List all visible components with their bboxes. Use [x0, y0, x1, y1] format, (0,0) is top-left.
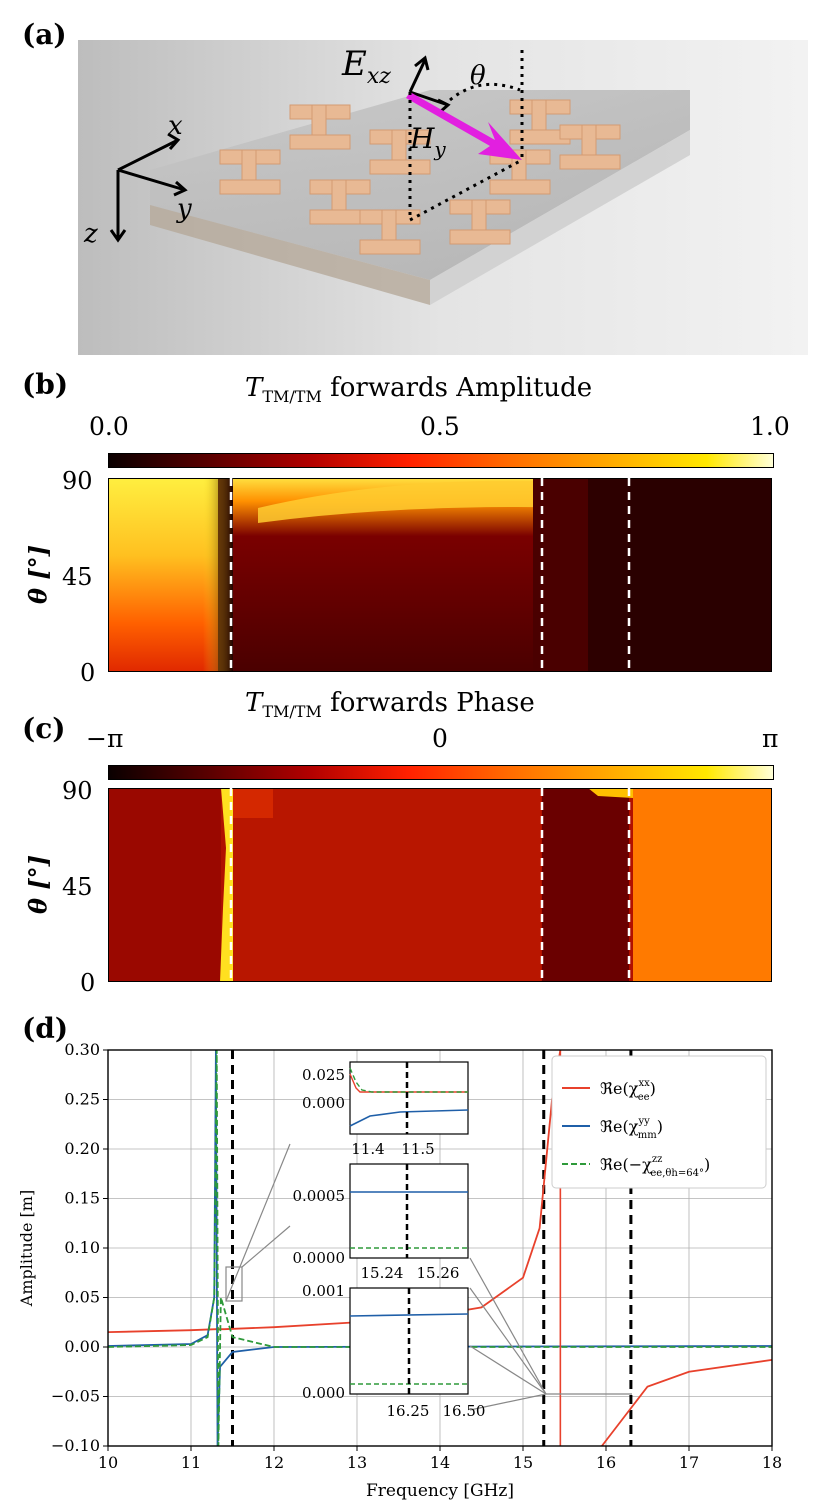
inset2-ytick-0: 0.0005 [293, 1187, 346, 1205]
copper-resonators [219, 99, 621, 255]
colorbar-b [108, 453, 774, 468]
slab-front [430, 130, 690, 305]
colorbar-c-tick-2: π [762, 724, 779, 753]
b-dashed-lines [229, 478, 631, 672]
d-ytick-label: 0.00 [64, 1337, 100, 1356]
inset-2: 0.0005 0.0000 15.24 15.26 [293, 1163, 469, 1282]
wave-vector-arrow [406, 92, 522, 160]
d-x-ticks: 10 11 12 13 14 15 16 17 18 [98, 1446, 782, 1472]
angle-theta-label: θ [470, 61, 486, 91]
inset1-xtick-1: 11.5 [401, 1140, 434, 1158]
metasurface-illustration: x y z Exz Hy θ [78, 40, 808, 355]
panel-c-heatmap [108, 788, 772, 982]
d-ytick-label: 0.10 [64, 1238, 100, 1257]
inset2-ytick-1: 0.0000 [293, 1249, 346, 1267]
d-y-label: Amplitude [m] [17, 1190, 36, 1307]
panel-b-label: (b) [22, 368, 69, 401]
inset-1: 0.025 0.000 11.4 11.5 [302, 1061, 469, 1158]
d-ytick-label: −0.10 [51, 1436, 100, 1455]
inset-connectors [225, 1143, 632, 1411]
d-series-1 [601, 1358, 773, 1447]
panel-c-y-label: θ [°] [23, 854, 53, 915]
panel-d-label: (d) [22, 1012, 69, 1045]
field-vectors [408, 55, 451, 114]
d-xtick-label: 12 [264, 1453, 284, 1472]
colorbar-c [108, 765, 774, 780]
d-ytick-label: 0.20 [64, 1139, 100, 1158]
colorbar-c-tick-0: −π [86, 724, 124, 753]
panel-b-ytick-45: 45 [62, 563, 93, 591]
panel-c-ytick-45: 45 [62, 873, 93, 901]
inset3-xtick-0: 16.25 [387, 1402, 430, 1420]
panel-c-colorbar-title: TTM/TM forwards Phase [245, 688, 535, 722]
d-x-label: Frequency [GHz] [366, 1481, 514, 1501]
inset3-ytick-0: 0.001 [302, 1282, 345, 1300]
h-field-label: Hy [409, 122, 446, 161]
colorbar-b-tick-0: 0.0 [89, 412, 129, 441]
panel-b-ytick-90: 90 [62, 467, 93, 495]
d-xtick-label: 17 [679, 1453, 699, 1472]
d-xtick-label: 13 [347, 1453, 367, 1472]
inset-3: 0.001 0.000 16.25 16.50 [302, 1282, 485, 1420]
legend-item-2: ℜe(χyy mm) [600, 1116, 663, 1141]
legend-item-1: ℜe(χxx ee) [600, 1078, 656, 1103]
panel-d-line-chart: 10 11 12 13 14 15 16 17 18 0.300.250.200.150.100… [17, 1040, 782, 1501]
panel-b-ytick-0: 0 [80, 659, 96, 687]
panel-c-ytick-0: 0 [80, 969, 96, 997]
inset1-ytick-1: 0.000 [302, 1094, 345, 1112]
inset1-ytick-0: 0.025 [302, 1066, 345, 1084]
colorbar-b-tick-2: 1.0 [750, 412, 790, 441]
legend-item-3: ℜe(−χzz ee,θh=64°) [600, 1154, 710, 1179]
d-y-ticks: 0.30 0.25 0.20 0.15 0.10 0.05 0.00 −0.05 −0.10 [51, 1040, 108, 1455]
colorbar-c-tick-1: 0 [432, 724, 448, 753]
panel-b-colorbar-title: TTM/TM forwards Amplitude [245, 373, 593, 407]
d-ytick-label: −0.05 [51, 1387, 100, 1406]
inset3-xtick-1: 16.50 [443, 1402, 486, 1420]
inset2-xtick-1: 15.26 [417, 1264, 460, 1282]
coordinate-axes [109, 132, 188, 243]
panel-a-label: (a) [22, 18, 67, 51]
d-xtick-label: 10 [98, 1453, 118, 1472]
axis-z-label: z [83, 219, 98, 249]
inset1-xtick-0: 11.4 [351, 1140, 384, 1158]
panel-c-ytick-90: 90 [62, 777, 93, 805]
d-xtick-label: 18 [762, 1453, 782, 1472]
d-xtick-label: 14 [430, 1453, 450, 1472]
panel-b-y-label: θ [°] [23, 544, 53, 605]
panel-c-label: (c) [22, 712, 66, 745]
panel-b-heatmap [108, 478, 772, 672]
slab-side [150, 205, 430, 305]
axis-y-label: y [176, 194, 192, 224]
d-ytick-label: 0.05 [64, 1288, 100, 1307]
d-xtick-label: 16 [596, 1453, 616, 1472]
d-ytick-label: 0.30 [64, 1040, 100, 1059]
c-dashed-lines [229, 788, 631, 982]
inset3-ytick-1: 0.000 [302, 1384, 345, 1402]
inset2-xtick-0: 15.24 [361, 1264, 404, 1282]
d-series-3 [107, 1049, 772, 1447]
d-xtick-label: 11 [181, 1453, 201, 1472]
d-legend: ℜe(χxx ee) ℜe(χyy mm) ℜe(−χzz ee,θh=64°) [551, 1055, 767, 1189]
colorbar-b-tick-1: 0.5 [420, 412, 460, 441]
d-ytick-label: 0.25 [64, 1090, 100, 1109]
axis-x-label: x [168, 111, 183, 141]
e-field-label: Exz [341, 44, 391, 89]
d-ytick-label: 0.15 [64, 1189, 100, 1208]
angle-construction [408, 50, 524, 222]
d-xtick-label: 15 [513, 1453, 533, 1472]
